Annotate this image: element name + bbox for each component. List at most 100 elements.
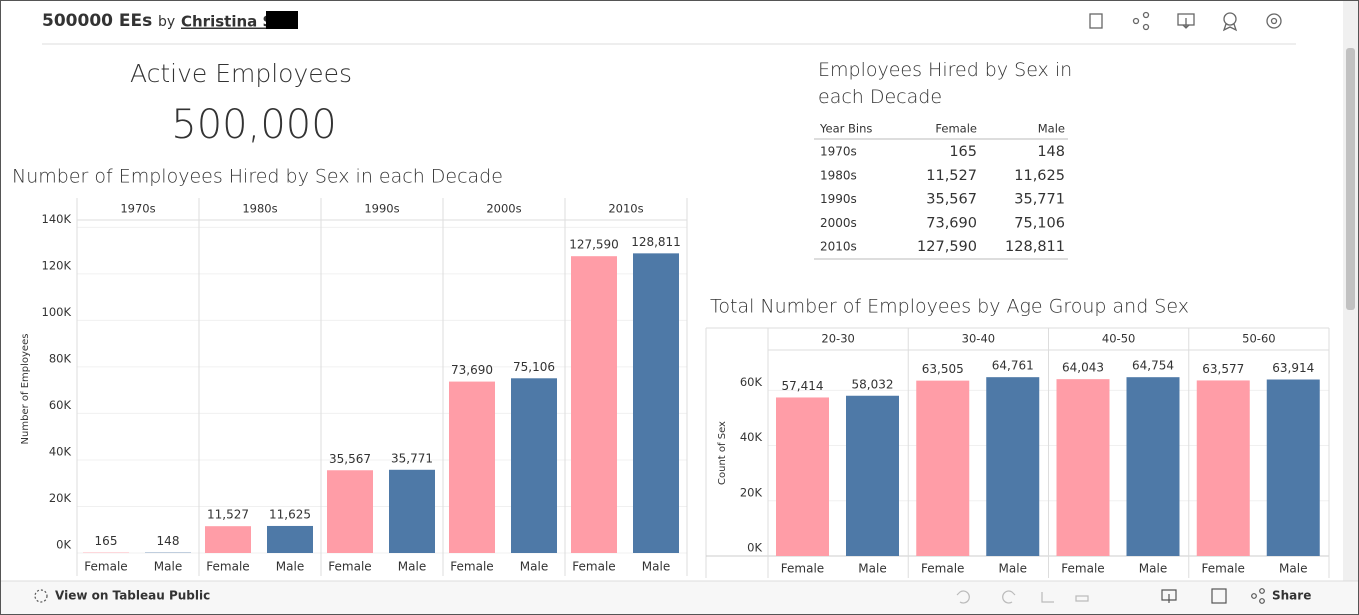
footer-bar [1, 581, 1358, 614]
value-label: 63,914 [1272, 361, 1314, 375]
author-link[interactable]: Christina S [181, 13, 273, 31]
x-tick-label: Male [1279, 562, 1307, 576]
settings-icon[interactable] [1266, 13, 1282, 29]
kpi-title: Active Employees [130, 59, 352, 88]
undo-icon[interactable] [956, 590, 970, 604]
x-tick-label: Female [1202, 562, 1245, 576]
value-label: 63,577 [1202, 362, 1244, 376]
y-tick-label: 40K [49, 444, 72, 458]
table-cell: 73,690 [926, 215, 977, 231]
share-icon[interactable] [1132, 11, 1150, 31]
value-label: 57,414 [782, 379, 824, 393]
value-label: 75,106 [513, 360, 555, 374]
y-tick-label: 0K [56, 538, 71, 552]
bar [205, 526, 251, 553]
table-header: Male [1038, 122, 1065, 136]
value-label: 127,590 [569, 238, 619, 252]
table-cell: 127,590 [917, 239, 977, 255]
value-label: 11,625 [269, 507, 311, 521]
y-tick-label: 80K [49, 351, 72, 365]
redo-icon[interactable] [1002, 590, 1016, 604]
y-axis-label: Count of Sex [717, 421, 728, 485]
kpi-value: 500,000 [171, 102, 336, 148]
bar [327, 470, 373, 553]
bar [389, 469, 435, 553]
value-label: 73,690 [451, 363, 493, 377]
table-cell: 11,625 [1014, 168, 1065, 184]
edit-icon[interactable] [1089, 13, 1103, 29]
x-tick-label: Female [781, 562, 824, 576]
value-label: 128,811 [631, 235, 681, 249]
table-cell: 35,771 [1014, 192, 1065, 208]
value-label: 64,761 [992, 359, 1034, 373]
table-cell: 1980s [820, 168, 857, 182]
x-tick-label: Female [206, 560, 249, 574]
bar [1196, 380, 1250, 556]
share-icon[interactable] [1251, 588, 1265, 604]
bar [449, 381, 495, 553]
x-tick-label: Male [276, 560, 304, 574]
facet-label: 50-60 [1242, 332, 1275, 346]
x-tick-label: Female [1061, 562, 1104, 576]
x-tick-label: Male [642, 560, 670, 574]
table-cell: 128,811 [1005, 239, 1065, 255]
table-cell: 75,106 [1014, 215, 1065, 231]
download-icon[interactable] [1161, 589, 1177, 603]
y-tick-label: 20K [740, 485, 763, 499]
y-tick-label: 100K [42, 305, 72, 319]
share-button[interactable]: Share [1272, 589, 1311, 603]
table-header: Female [935, 122, 977, 136]
chart-title: Number of Employees Hired by Sex in each… [12, 166, 503, 188]
x-tick-label: Male [999, 562, 1027, 576]
toolbar-icons [1089, 11, 1282, 32]
value-label: 64,754 [1132, 359, 1174, 373]
value-label: 11,527 [207, 508, 249, 522]
revert-icon[interactable] [1041, 592, 1054, 603]
y-tick-label: 0K [747, 541, 762, 555]
x-tick-label: Male [858, 562, 886, 576]
scroll-thumb[interactable] [1346, 48, 1355, 310]
value-label: 148 [157, 534, 180, 548]
y-tick-label: 40K [740, 430, 763, 444]
table-cell: 35,567 [926, 192, 977, 208]
table-cell: 2000s [820, 216, 857, 230]
facet-label: 1990s [364, 202, 399, 216]
facet-label: 2010s [608, 202, 643, 216]
facet-label: 1970s [120, 202, 155, 216]
bar [776, 397, 829, 556]
y-tick-label: 140K [42, 212, 72, 226]
fullscreen-icon[interactable] [1211, 588, 1227, 604]
tableau-link[interactable]: View on Tableau Public [55, 589, 210, 603]
bar [267, 525, 313, 553]
bar [633, 253, 679, 553]
bar [571, 256, 617, 553]
bar [916, 380, 970, 556]
table-cell: 2010s [820, 240, 857, 254]
y-tick-label: 60K [740, 375, 763, 389]
x-tick-label: Female [328, 560, 371, 574]
badge-icon[interactable] [1222, 12, 1238, 32]
x-tick-label: Male [520, 560, 548, 574]
x-tick-label: Female [450, 560, 493, 574]
workbook-title: 500000 EEs [42, 11, 152, 31]
x-tick-label: Female [572, 560, 615, 574]
table-cell: 11,527 [926, 168, 977, 184]
refresh-icon[interactable] [1075, 595, 1089, 602]
x-tick-label: Male [1139, 562, 1167, 576]
value-label: 63,505 [922, 362, 964, 376]
table-cell: 165 [949, 144, 977, 160]
facet-label: 30-40 [962, 332, 995, 346]
value-label: 35,567 [329, 452, 371, 466]
y-tick-label: 120K [42, 258, 72, 272]
table-cell: 148 [1037, 144, 1065, 160]
chart-title: Total Number of Employees by Age Group a… [710, 296, 1189, 318]
x-tick-label: Male [154, 560, 182, 574]
x-tick-label: Male [398, 560, 426, 574]
tableau-icon[interactable] [34, 589, 48, 603]
table-title: Employees Hired by Sex in each Decade [818, 59, 1072, 108]
x-tick-label: Female [921, 562, 964, 576]
download-icon[interactable] [1177, 13, 1195, 29]
value-label: 165 [95, 534, 118, 548]
facet-label: 2000s [486, 202, 521, 216]
